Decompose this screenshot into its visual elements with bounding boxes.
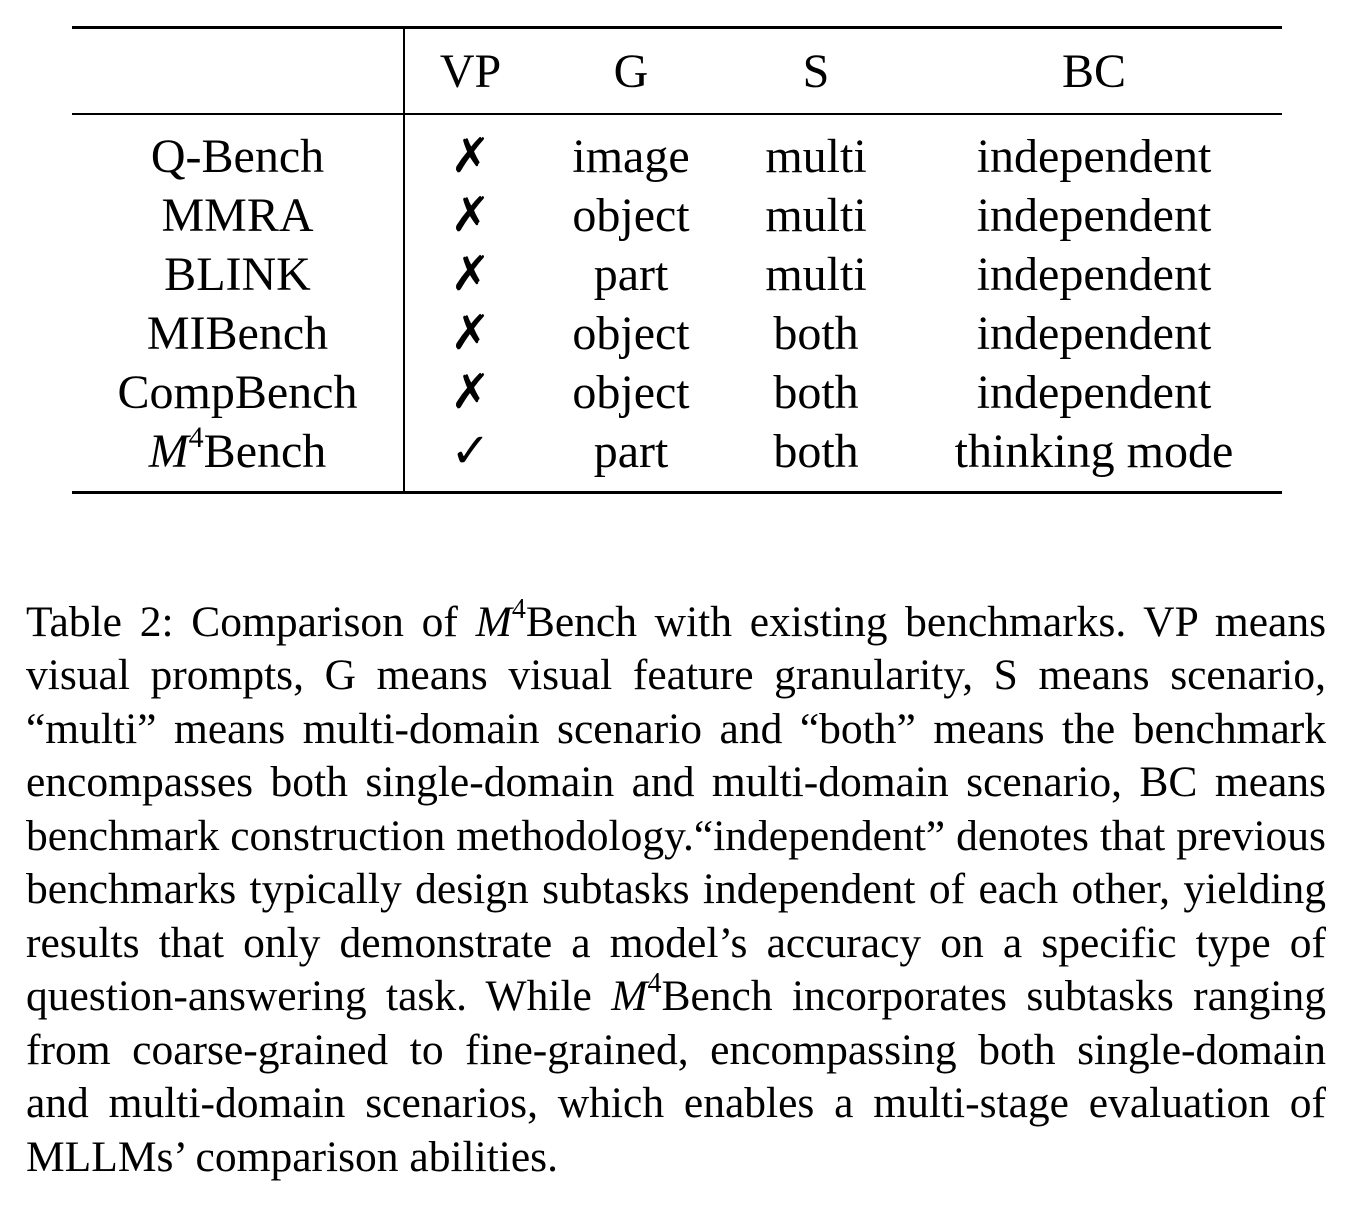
- row-bc: independent: [976, 307, 1212, 360]
- row-bc: independent: [976, 248, 1212, 301]
- row-bc: independent: [976, 366, 1212, 419]
- row-s: multi: [765, 248, 867, 301]
- caption-math-m: M: [475, 597, 512, 646]
- caption-math-m-2: M: [611, 972, 648, 1020]
- row-g: image: [572, 130, 690, 183]
- benchmark-table: VP G S BC: [72, 29, 1282, 113]
- row-vp-cross: ✗: [450, 128, 491, 184]
- caption-superscript-4-2: 4: [647, 968, 662, 999]
- row-name: MIBench: [72, 304, 405, 363]
- row-bc: thinking mode: [954, 425, 1234, 478]
- row-vp-cross: ✗: [450, 246, 491, 302]
- header-name: [72, 29, 405, 113]
- row-vp-cross: ✗: [450, 364, 491, 420]
- row-bc: independent: [976, 130, 1212, 183]
- row-name-m4bench: M4Bench: [72, 421, 405, 491]
- row-vp-cross: ✗: [450, 187, 491, 243]
- caption-superscript-4: 4: [511, 593, 526, 625]
- row-s: both: [773, 366, 859, 419]
- benchmark-table-body: Q-Bench ✗ image multi independent MMRA ✗…: [72, 115, 1283, 491]
- table-top-rule: [72, 26, 1282, 29]
- caption-part1: Table 2: Comparison of: [26, 597, 476, 646]
- table-row: CompBench ✗ object both independent: [72, 363, 1282, 422]
- table-row: MIBench ✗ object both independent: [72, 304, 1282, 363]
- table-mid-rule: [72, 113, 1282, 115]
- row-g: part: [593, 425, 669, 478]
- row-g: object: [572, 366, 690, 419]
- math-m: M: [148, 425, 189, 478]
- table-caption: Table 2: Comparison of M4Bench with exis…: [26, 593, 1326, 1185]
- row-s: multi: [765, 189, 867, 242]
- superscript-4: 4: [188, 421, 204, 454]
- header-bc: BC: [1061, 44, 1127, 98]
- name-rest: Bench: [203, 425, 327, 478]
- row-bc: independent: [976, 189, 1212, 242]
- row-name: BLINK: [72, 245, 405, 304]
- comparison-table: VP G S BC Q-Bench ✗ image multi independ…: [72, 26, 1282, 494]
- caption-part2: Bench with existing benchmarks. VP means…: [26, 597, 1326, 1021]
- row-g: object: [572, 189, 690, 242]
- row-vp-cross: ✗: [450, 305, 491, 361]
- header-vp: VP: [439, 44, 502, 98]
- table-bottom-rule: [72, 491, 1282, 494]
- row-s: both: [773, 307, 859, 360]
- header-g: G: [613, 44, 649, 98]
- caption-part3: Bench incorporates subtasks ranging from…: [26, 972, 1326, 1181]
- row-name: Q-Bench: [72, 115, 405, 186]
- row-s: both: [773, 425, 859, 478]
- table-header-row: VP G S BC: [72, 29, 1282, 113]
- row-name: MMRA: [72, 186, 405, 245]
- row-name: CompBench: [72, 363, 405, 422]
- table-row: MMRA ✗ object multi independent: [72, 186, 1282, 245]
- row-s: multi: [765, 130, 867, 183]
- header-s: S: [802, 44, 830, 98]
- table-row: Q-Bench ✗ image multi independent: [72, 115, 1282, 186]
- row-g: part: [593, 248, 669, 301]
- row-vp-check: ✓: [450, 423, 491, 479]
- table-row-m4bench: M4Bench ✓ part both thinking mode: [72, 422, 1282, 491]
- table-row: BLINK ✗ part multi independent: [72, 245, 1282, 304]
- row-g: object: [572, 307, 690, 360]
